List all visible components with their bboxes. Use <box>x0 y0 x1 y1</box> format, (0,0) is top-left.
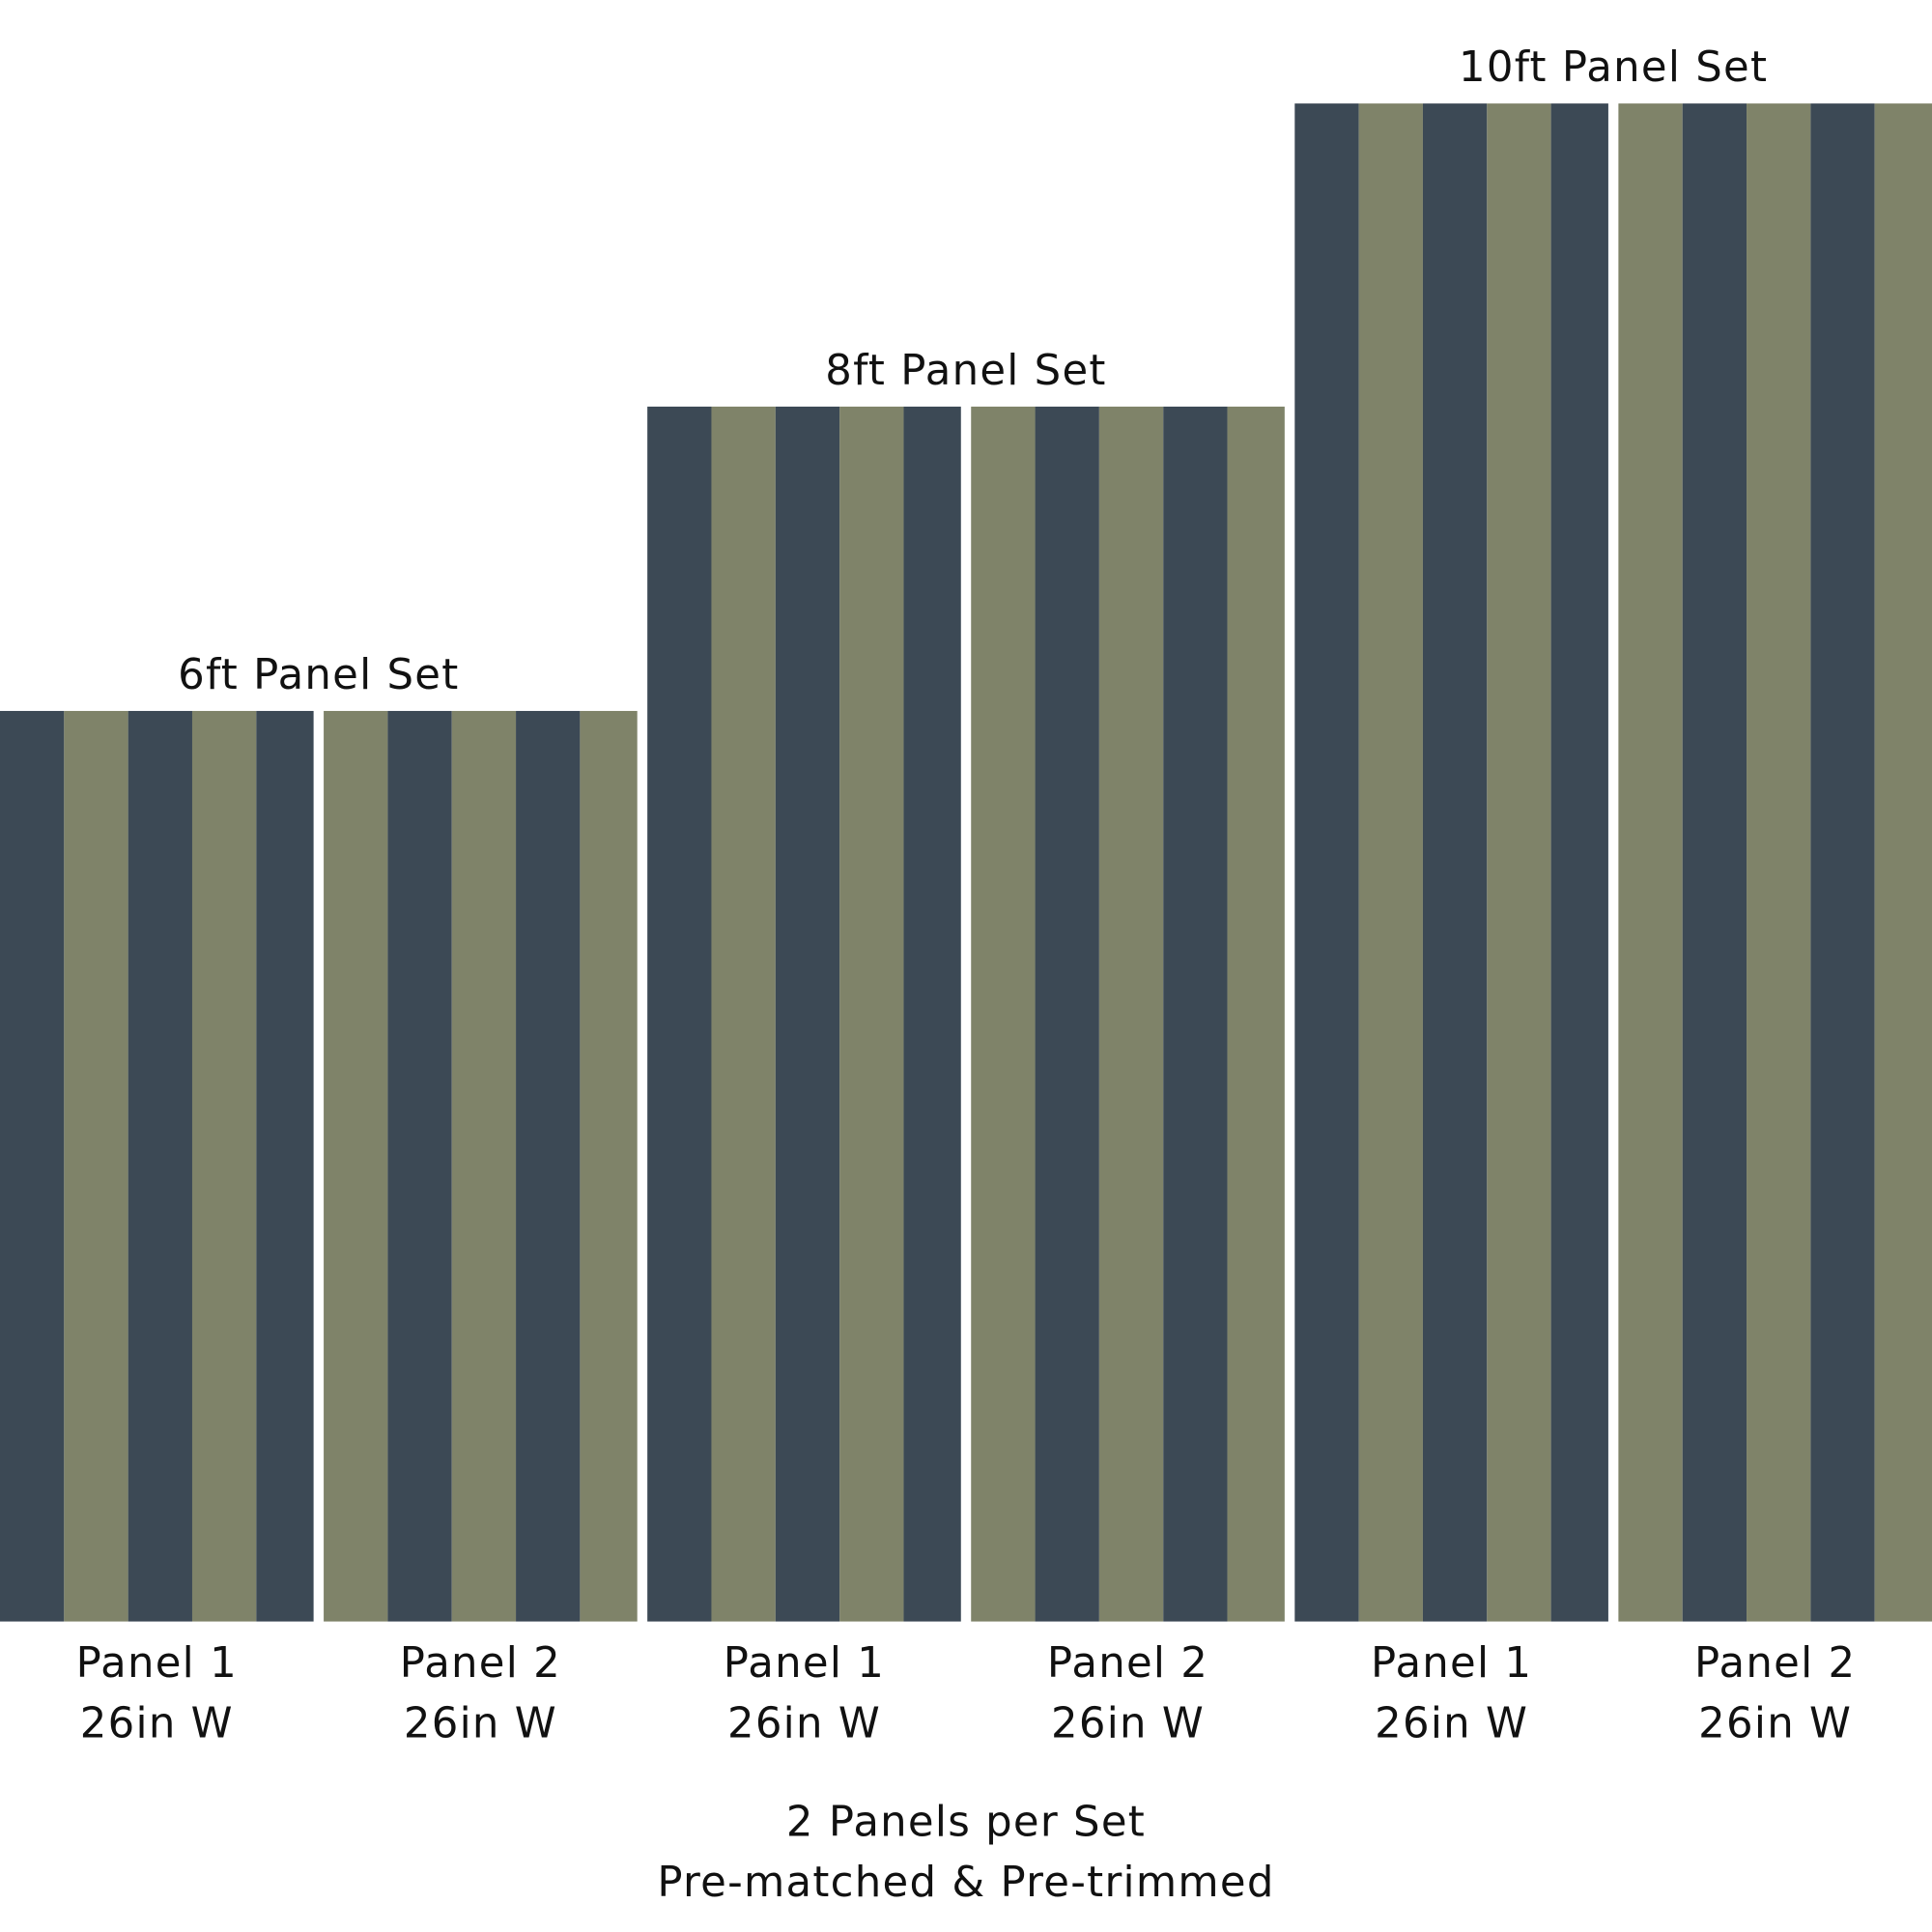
panel <box>647 406 961 1622</box>
panel-name: Panel 2 <box>1694 1639 1856 1688</box>
stripe <box>324 710 388 1622</box>
stripe <box>971 406 1036 1622</box>
stripe <box>580 710 638 1622</box>
stripe <box>1747 103 1811 1622</box>
stripe <box>903 406 961 1622</box>
stripe <box>647 406 712 1622</box>
stripe <box>0 710 65 1622</box>
panel <box>0 710 314 1622</box>
panel <box>1294 103 1608 1622</box>
stripe <box>128 710 192 1622</box>
footer-line: 2 Panels per Set <box>786 1799 1146 1847</box>
stripe <box>387 710 452 1622</box>
panel-width: 26in W <box>404 1699 557 1747</box>
stripe <box>64 710 128 1622</box>
stripe <box>1035 406 1099 1622</box>
panel <box>324 710 638 1622</box>
stripe <box>451 710 517 1622</box>
stripe <box>1874 103 1932 1622</box>
stripe <box>1422 103 1488 1622</box>
stripe <box>711 406 776 1622</box>
stripe <box>1163 406 1228 1622</box>
panel <box>1618 103 1932 1622</box>
panel-name: Panel 2 <box>1047 1639 1208 1688</box>
stripe <box>516 710 581 1622</box>
set-title: 8ft Panel Set <box>825 347 1106 395</box>
stripe <box>191 710 257 1622</box>
stripe <box>1618 103 1683 1622</box>
stripe <box>256 710 314 1622</box>
panel <box>971 406 1285 1622</box>
panel-name: Panel 1 <box>724 1639 885 1688</box>
stripe <box>839 406 904 1622</box>
panel-width: 26in W <box>1375 1699 1528 1747</box>
stripe <box>1098 406 1164 1622</box>
stripe <box>1550 103 1608 1622</box>
stripe <box>1294 103 1359 1622</box>
panel-width: 26in W <box>80 1699 234 1747</box>
panel-name: Panel 2 <box>400 1639 561 1688</box>
panel-name: Panel 1 <box>76 1639 238 1688</box>
stripe <box>1487 103 1551 1622</box>
stripe <box>775 406 840 1622</box>
panel-width: 26in W <box>1698 1699 1852 1747</box>
stripe <box>1682 103 1747 1622</box>
stripe <box>1810 103 1875 1622</box>
footer-line: Pre-matched & Pre-trimmed <box>657 1859 1274 1907</box>
panel-width: 26in W <box>727 1699 881 1747</box>
panel-name: Panel 1 <box>1371 1639 1532 1688</box>
stripe <box>1358 103 1423 1622</box>
stripe <box>1227 406 1285 1622</box>
set-title: 10ft Panel Set <box>1459 43 1768 92</box>
set-title: 6ft Panel Set <box>178 651 459 699</box>
panel-width: 26in W <box>1051 1699 1205 1747</box>
